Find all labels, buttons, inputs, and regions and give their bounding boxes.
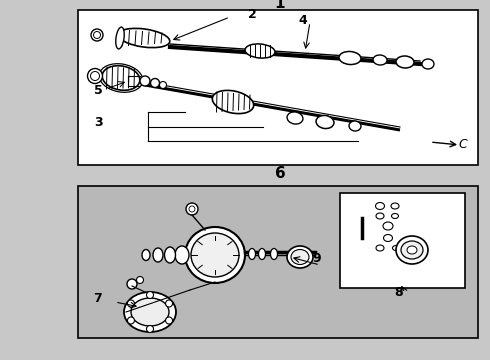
Circle shape — [147, 325, 153, 333]
Circle shape — [166, 317, 172, 324]
Circle shape — [127, 317, 134, 324]
Circle shape — [186, 203, 198, 215]
Ellipse shape — [245, 44, 275, 58]
Ellipse shape — [422, 59, 434, 69]
Text: 5: 5 — [94, 84, 103, 96]
Ellipse shape — [165, 247, 175, 263]
Ellipse shape — [175, 246, 189, 264]
Ellipse shape — [102, 66, 140, 90]
Ellipse shape — [396, 236, 428, 264]
Ellipse shape — [375, 202, 385, 210]
Ellipse shape — [287, 112, 303, 124]
Ellipse shape — [391, 203, 399, 209]
Ellipse shape — [142, 249, 150, 261]
Bar — [78, 186, 478, 338]
Text: 3: 3 — [95, 117, 103, 130]
Circle shape — [91, 72, 99, 81]
Ellipse shape — [349, 121, 361, 131]
Circle shape — [127, 279, 137, 289]
Text: 9: 9 — [312, 252, 320, 266]
Ellipse shape — [392, 246, 399, 251]
Ellipse shape — [248, 248, 255, 260]
Ellipse shape — [376, 245, 384, 251]
Circle shape — [127, 300, 134, 307]
Text: 2: 2 — [248, 9, 257, 22]
Circle shape — [150, 78, 160, 87]
Ellipse shape — [291, 249, 309, 265]
Text: 8: 8 — [394, 286, 403, 299]
Ellipse shape — [191, 233, 239, 277]
Circle shape — [88, 68, 102, 84]
Circle shape — [91, 29, 103, 41]
Ellipse shape — [373, 55, 387, 65]
Circle shape — [94, 31, 100, 39]
Ellipse shape — [401, 241, 423, 259]
Ellipse shape — [383, 222, 393, 230]
Ellipse shape — [287, 246, 313, 268]
Ellipse shape — [116, 27, 124, 49]
Circle shape — [147, 292, 153, 298]
Ellipse shape — [212, 90, 254, 114]
Circle shape — [160, 81, 167, 89]
Ellipse shape — [153, 248, 163, 262]
Ellipse shape — [316, 116, 334, 129]
Ellipse shape — [124, 292, 176, 332]
Ellipse shape — [270, 248, 277, 260]
Circle shape — [140, 76, 150, 86]
Ellipse shape — [131, 298, 169, 326]
Ellipse shape — [185, 227, 245, 283]
Text: C: C — [458, 139, 467, 152]
Ellipse shape — [384, 234, 392, 242]
Ellipse shape — [118, 28, 170, 48]
Bar — [78, 186, 478, 338]
Circle shape — [137, 276, 144, 284]
Ellipse shape — [339, 51, 361, 64]
Ellipse shape — [396, 56, 414, 68]
Text: 1: 1 — [275, 0, 285, 10]
Text: 7: 7 — [93, 292, 102, 306]
Ellipse shape — [376, 213, 384, 219]
Bar — [340, 193, 465, 288]
Ellipse shape — [407, 246, 417, 254]
Text: 4: 4 — [298, 13, 307, 27]
Ellipse shape — [392, 213, 398, 219]
Bar — [78, 10, 478, 165]
Circle shape — [189, 206, 195, 212]
Ellipse shape — [259, 248, 266, 260]
Circle shape — [166, 300, 172, 307]
Text: 6: 6 — [274, 166, 285, 181]
